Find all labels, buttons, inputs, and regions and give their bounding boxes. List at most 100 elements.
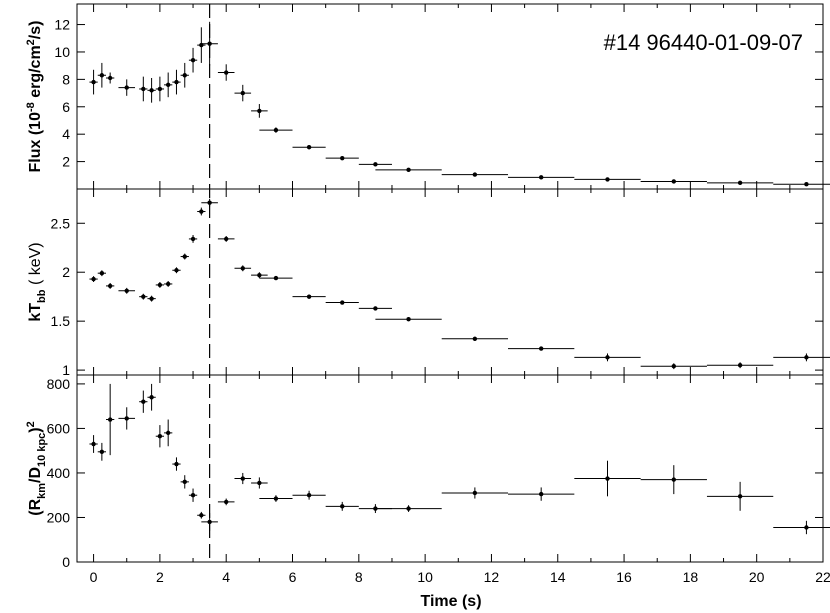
data-marker — [149, 296, 154, 301]
x-tick-label: 12 — [484, 569, 500, 585]
data-marker — [190, 57, 196, 63]
y-axis-label-part: km — [36, 483, 48, 499]
y-tick-label: 800 — [47, 376, 71, 392]
data-point — [251, 272, 268, 279]
data-marker — [240, 90, 245, 96]
x-axis: 0 2 4 6 8 10 12 14 16 18 20 22 — [90, 569, 830, 585]
y-axis-label-part: -8 — [25, 102, 37, 112]
y-tick-label: 12 — [54, 17, 70, 33]
data-marker — [91, 441, 96, 447]
y-axis-label-part: ) — [27, 427, 44, 432]
data-point — [234, 472, 252, 485]
data-marker — [306, 294, 312, 299]
data-marker — [149, 395, 154, 400]
data-point — [259, 495, 293, 502]
data-marker — [199, 513, 204, 518]
data-point — [155, 282, 165, 288]
data-marker — [165, 82, 171, 88]
data-marker — [605, 177, 610, 182]
data-marker — [472, 336, 478, 341]
data-point — [251, 104, 268, 118]
data-marker — [737, 363, 743, 368]
data-point — [147, 295, 156, 302]
data-marker — [174, 268, 179, 273]
data-marker — [107, 283, 113, 289]
data-point — [325, 155, 359, 161]
data-point — [706, 362, 774, 369]
data-point — [139, 76, 148, 102]
data-marker — [340, 155, 345, 161]
data-point — [180, 253, 189, 260]
data-marker — [165, 430, 171, 436]
data-point — [358, 162, 392, 167]
data-marker — [257, 108, 262, 114]
data-point — [234, 265, 252, 272]
data-point — [118, 79, 136, 96]
data-point — [259, 127, 293, 133]
x-tick-label: 22 — [815, 569, 830, 585]
x-tick-label: 10 — [417, 569, 433, 585]
data-marker — [149, 88, 154, 93]
data-marker — [240, 476, 245, 481]
data-point — [89, 435, 98, 453]
data-marker — [141, 86, 146, 92]
y-axis-label-part: 2 — [25, 421, 37, 427]
data-marker — [224, 499, 229, 505]
data-point — [773, 520, 830, 535]
data-marker — [306, 145, 312, 150]
data-point — [147, 383, 156, 411]
data-point — [259, 275, 293, 281]
y-axis-label-part: erg/cm — [27, 45, 44, 102]
data-marker — [406, 506, 411, 511]
chart-annotation: #14 96440-01-09-07 — [604, 30, 803, 55]
data-point — [217, 498, 235, 506]
data-point — [640, 179, 707, 184]
x-axis-label: Time (s) — [420, 593, 481, 610]
x-tick-label: 0 — [90, 569, 98, 585]
data-point — [180, 62, 189, 88]
data-point — [118, 287, 136, 294]
data-marker — [190, 236, 196, 242]
data-marker — [91, 276, 96, 282]
data-point — [375, 167, 442, 173]
data-point — [97, 442, 107, 461]
data-marker — [406, 317, 411, 322]
data-marker — [107, 75, 113, 81]
y-tick-label: 400 — [47, 465, 71, 481]
data-marker — [340, 300, 345, 305]
data-point — [441, 172, 509, 177]
data-point — [147, 78, 156, 103]
data-point — [118, 407, 136, 430]
data-marker — [207, 200, 212, 205]
data-point — [217, 235, 235, 242]
y-axis-label: kTbb ( keV) — [27, 242, 48, 321]
x-tick-label: 2 — [156, 569, 164, 585]
data-point — [706, 180, 774, 186]
data-marker — [737, 494, 743, 499]
data-point — [155, 425, 165, 448]
data-point — [508, 346, 575, 351]
data-marker — [605, 355, 610, 360]
y-axis-label-part: ( keV) — [27, 242, 44, 289]
data-marker — [273, 496, 279, 501]
data-marker — [605, 476, 610, 481]
data-marker — [240, 266, 245, 271]
y-axis-label: (Rkm/D10 kpc)2 — [25, 421, 48, 516]
data-marker — [406, 167, 411, 173]
data-marker — [107, 417, 113, 422]
data-marker — [804, 355, 809, 360]
data-point — [197, 511, 206, 519]
data-marker — [124, 85, 129, 90]
x-tick-label: 4 — [222, 569, 230, 585]
data-marker — [373, 162, 378, 167]
data-point — [172, 69, 181, 95]
data-point — [508, 175, 575, 180]
y-axis-label: Flux (10-8 erg/cm2/s) — [25, 21, 44, 173]
data-marker — [99, 270, 105, 276]
data-point — [358, 306, 392, 311]
data-point — [640, 363, 707, 370]
y-tick-label: 10 — [54, 44, 70, 60]
panel-radius: 0 200 400 600 800 (Rkm/D10 kpc)2 — [25, 374, 830, 570]
